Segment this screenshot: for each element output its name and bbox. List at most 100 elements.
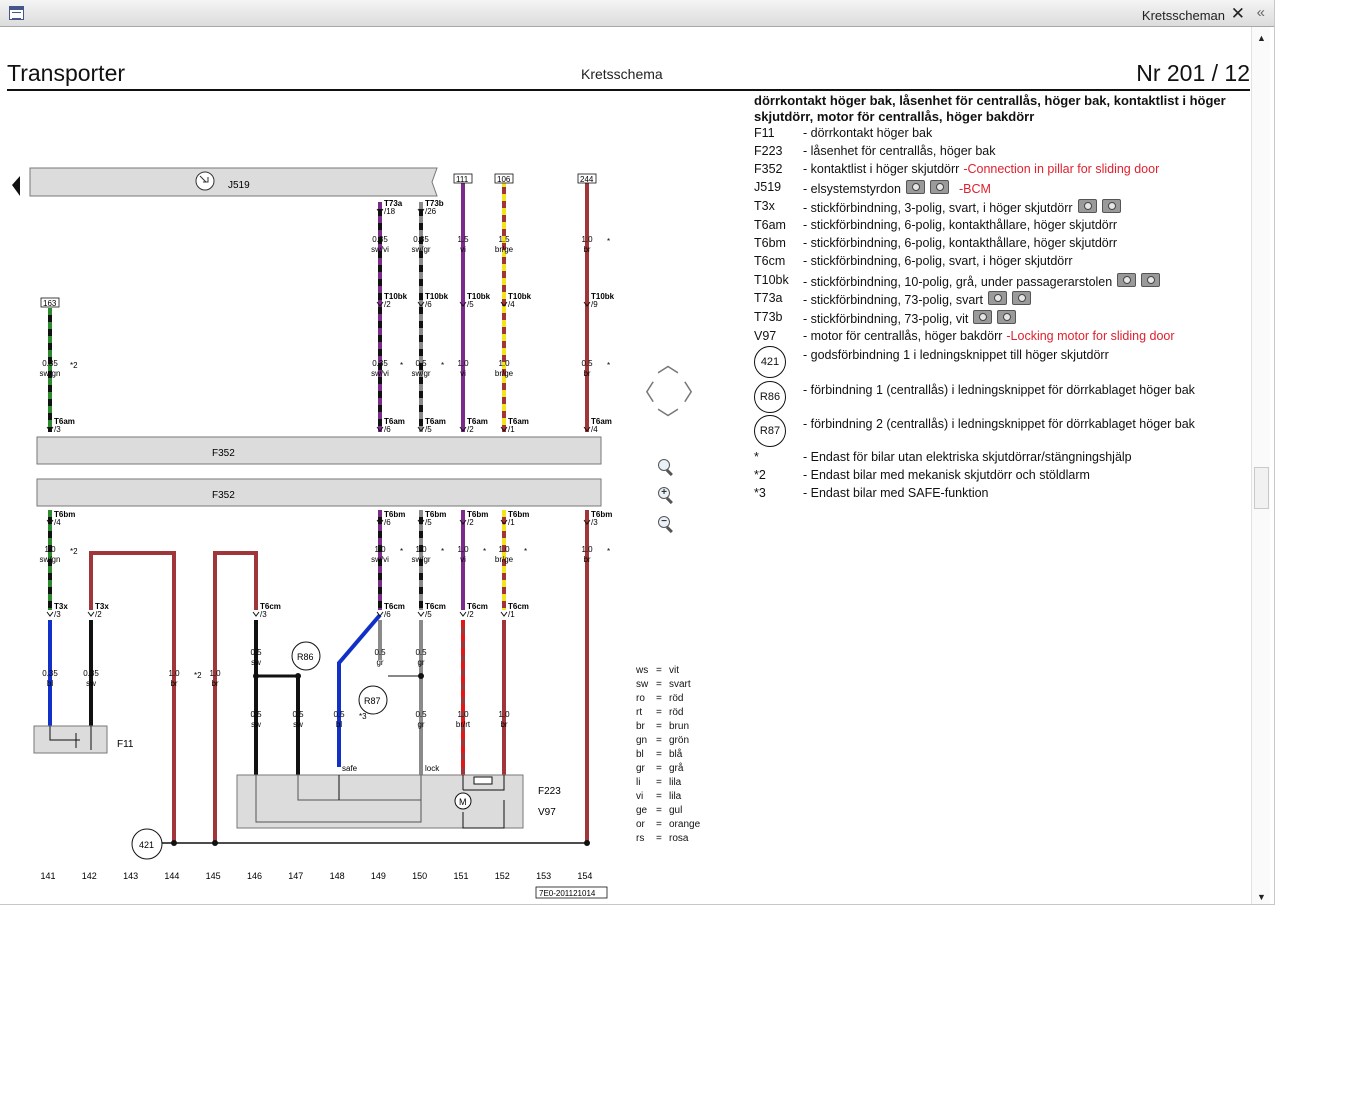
connector-pin-icon: [500, 301, 508, 307]
track-number: 152: [495, 871, 510, 881]
camera-icon[interactable]: [905, 180, 925, 194]
pan-down-icon[interactable]: ﹀: [657, 407, 680, 432]
legend-description-text: - dörrkontakt höger bak: [803, 126, 933, 140]
color-abbreviation: ws: [636, 665, 649, 676]
zoom-out-icon[interactable]: −: [658, 516, 673, 533]
wire-color: br: [211, 679, 218, 688]
legend-description-text: - motor för centrallås, höger bakdörr: [803, 329, 1003, 343]
collapse-panel-icon[interactable]: «: [1256, 4, 1265, 21]
legend-circled-description: - förbindning 2 (centrallås) i ledningsk…: [803, 417, 1195, 431]
connector-pin-icon: [459, 426, 467, 432]
connector-pin: /3: [591, 518, 598, 527]
ground-arrow-icon: [199, 175, 209, 183]
scroll-up-icon[interactable]: ▲: [1257, 33, 1266, 43]
f11-label: F11: [117, 739, 134, 750]
connector-pin: /3: [54, 425, 61, 434]
connector-pin: /4: [54, 518, 61, 527]
zoom-fit-icon[interactable]: [658, 459, 673, 476]
legend-circled-description: - godsförbindning 1 i ledningsknippet ti…: [803, 348, 1109, 362]
wire-size: 0.5: [415, 710, 427, 719]
zoom-in-icon[interactable]: +: [658, 487, 673, 504]
connector-name: T3x: [54, 602, 68, 611]
junction-dot: [212, 840, 218, 846]
camera-icon[interactable]: [987, 291, 1007, 305]
footnote-mark: *2: [70, 361, 78, 370]
vertical-scrollbar[interactable]: ▲ ▼: [1251, 27, 1270, 904]
connector-name: T6cm: [425, 602, 446, 611]
pin-safe-label: safe: [342, 764, 358, 773]
wire-color: sw/gr: [411, 555, 430, 564]
ref-box[interactable]: [453, 173, 473, 184]
r86-circle: [291, 641, 321, 671]
connector-name: T10bk: [384, 292, 408, 301]
v97-internal-wiring: [338, 775, 505, 829]
scroll-down-icon[interactable]: ▼: [1257, 892, 1266, 902]
close-icon[interactable]: ✕: [1230, 4, 1245, 23]
wire-size: 1.0: [415, 545, 427, 554]
pan-right-icon[interactable]: 〉: [683, 380, 706, 405]
wire-color: sw/gr: [411, 245, 430, 254]
color-name: rosa: [669, 833, 689, 844]
camera-icon[interactable]: [929, 180, 949, 194]
camera-icon[interactable]: [1011, 291, 1031, 305]
ref-box[interactable]: [494, 173, 514, 184]
camera-icon[interactable]: [1077, 199, 1097, 213]
legend-description-text: - stickförbindning, 10-polig, grå, under…: [803, 275, 1113, 289]
circuit-diagram: J519 F352 F352 421 R86 R87 F11: [12, 167, 615, 899]
connector-pin: /3: [260, 610, 267, 619]
wire-color: sw: [86, 679, 96, 688]
connector-pin: /1: [508, 610, 515, 619]
camera-icon[interactable]: [997, 310, 1017, 324]
wire-size: 0.35: [42, 359, 58, 368]
wire-color: br: [170, 679, 177, 688]
camera-icon[interactable]: [973, 310, 993, 324]
legend-description: - stickförbindning, 10-polig, grå, under…: [803, 273, 1161, 289]
connector-pin: /9: [591, 300, 598, 309]
wire-145-146-loop: [213, 551, 258, 843]
color-abbreviation: vi: [636, 791, 644, 802]
legend-circled-code: 421: [754, 346, 786, 378]
legend-code: F223: [754, 144, 783, 158]
wire-color: bl: [336, 720, 342, 729]
camera-icon[interactable]: [1117, 273, 1137, 287]
scroll-thumb[interactable]: [1254, 467, 1269, 509]
connector-pin: /4: [591, 425, 598, 434]
legend-description-text: - stickförbindning, 6-polig, kontakthåll…: [803, 218, 1118, 232]
track-number: 142: [82, 871, 97, 881]
legend-circled-code: R87: [754, 415, 786, 447]
color-name: grön: [669, 735, 690, 746]
connector-pin-icon: [417, 426, 425, 432]
connector-pin: /6: [425, 300, 432, 309]
pan-left-icon[interactable]: 〈: [633, 380, 656, 405]
ref-box[interactable]: [577, 173, 597, 184]
ref-box[interactable]: [40, 297, 60, 308]
wire-size: 1.0: [498, 710, 510, 719]
wire-size: 0.5: [250, 648, 262, 657]
connector-pin: /4: [508, 300, 515, 309]
camera-icon[interactable]: [1101, 199, 1121, 213]
f352-top-label: F352: [212, 448, 235, 459]
legend-code: T6bm: [754, 236, 786, 250]
connector-name: T73b: [425, 199, 444, 208]
connector-name: T10bk: [425, 292, 449, 301]
legend-description-text: - stickförbindning, 6-polig, kontakthåll…: [803, 236, 1118, 250]
connector-name: T6bm: [467, 510, 488, 519]
color-abbreviation: sw: [636, 679, 649, 690]
connector-pin-icon: [87, 611, 95, 617]
connector-pin-icon: [500, 426, 508, 432]
connector-pin: /6: [384, 610, 391, 619]
equals-sign: =: [656, 819, 662, 830]
track-number: 149: [371, 871, 386, 881]
wire-size: 1.0: [374, 545, 386, 554]
track-number: 151: [453, 871, 468, 881]
junction-dot: [584, 840, 590, 846]
footnote-mark: *: [441, 361, 444, 370]
wire-color: vi: [460, 369, 466, 378]
camera-icon[interactable]: [1141, 273, 1161, 287]
pan-up-icon[interactable]: ︿: [657, 352, 680, 377]
connector-name: T6am: [591, 417, 612, 426]
footnote-mark: *: [524, 547, 527, 556]
wire-size: 1.0: [498, 545, 510, 554]
connector-name: T6am: [54, 417, 75, 426]
footnote-mark: *: [754, 450, 759, 464]
